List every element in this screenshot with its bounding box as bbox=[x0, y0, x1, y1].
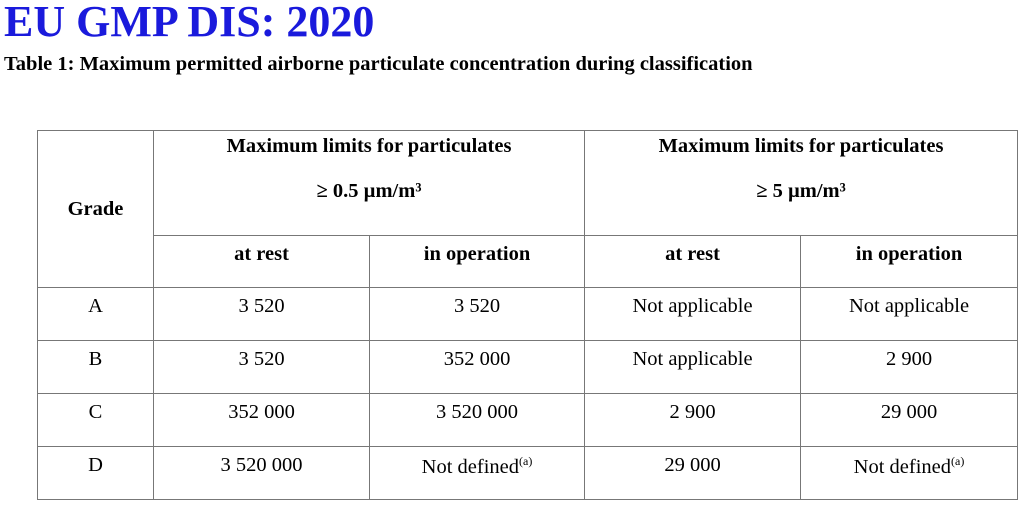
cell-text: 352 000 bbox=[443, 348, 511, 370]
subheader-row: at rest in operation at rest in operation bbox=[38, 235, 1018, 288]
data-cell: 3 520 000 bbox=[153, 446, 370, 500]
cell-text: Not applicable bbox=[632, 348, 753, 370]
footnote-ref: (a) bbox=[519, 454, 533, 468]
cell-text: 3 520 bbox=[238, 348, 285, 370]
group-size: ≥ 0.5 µm/m³ bbox=[316, 180, 422, 202]
data-cell: Not defined(a) bbox=[369, 446, 585, 500]
data-cell: 29 000 bbox=[584, 446, 801, 500]
data-cell: 3 520 000 bbox=[369, 393, 585, 447]
cell-text: 2 900 bbox=[669, 401, 716, 423]
subheader: in operation bbox=[855, 243, 963, 265]
subheader-cell: at rest bbox=[153, 235, 370, 288]
subheader-cell: in operation bbox=[369, 235, 585, 288]
subheader: at rest bbox=[234, 243, 289, 265]
data-cell: A bbox=[37, 287, 154, 341]
data-cell: 352 000 bbox=[153, 393, 370, 447]
cell-value: Not defined bbox=[853, 455, 952, 478]
cell-text: 3 520 000 bbox=[436, 401, 518, 423]
data-cell: 3 520 bbox=[153, 287, 370, 341]
data-cell: 352 000 bbox=[369, 340, 585, 394]
data-cell: Not defined(a) bbox=[800, 446, 1018, 500]
grade-header-cell: Grade bbox=[37, 130, 154, 288]
group-header-cell: Maximum limits for particulates ≥ 5 µm/m³ bbox=[584, 130, 1018, 236]
header-row: Grade Maximum limits for particulates ≥ 0.… bbox=[37, 130, 1018, 288]
cell-text: 2 900 bbox=[885, 348, 933, 370]
cell-value: Not defined bbox=[421, 455, 520, 478]
title: EU GMP DIS: 2020 bbox=[4, 0, 375, 46]
cell-text: 352 000 bbox=[228, 401, 295, 423]
subheader: at rest bbox=[665, 243, 720, 265]
subtitle: Table 1: Maximum permitted airborne part… bbox=[4, 53, 753, 75]
table: Grade Maximum limits for particulates ≥ 0.… bbox=[37, 130, 1018, 500]
group-header-cell: Maximum limits for particulates ≥ 0.5 µm/… bbox=[153, 130, 585, 236]
cell-text: Not defined(a) bbox=[801, 447, 1017, 479]
cell-text: 3 520 bbox=[453, 295, 501, 317]
cell-text: D bbox=[88, 454, 103, 476]
data-cell: Not applicable bbox=[584, 287, 801, 341]
data-cell: D bbox=[37, 446, 154, 500]
cell-text: Not applicable bbox=[848, 295, 970, 317]
cell-text: A bbox=[88, 295, 103, 317]
data-cell: Not applicable bbox=[800, 287, 1018, 341]
subheader-cell: at rest bbox=[584, 235, 801, 288]
cell-text: 3 520 bbox=[238, 295, 285, 317]
cell-text: Not applicable bbox=[632, 295, 753, 317]
data-cell: 2 900 bbox=[584, 393, 801, 447]
data-cell: 3 520 bbox=[369, 287, 585, 341]
data-row: C 352 000 3 520 000 2 900 29 000 bbox=[37, 393, 1018, 447]
group-label: Maximum limits for particulates bbox=[226, 135, 512, 157]
data-cell: B bbox=[37, 340, 154, 394]
subheader-cell: in operation bbox=[800, 235, 1018, 288]
data-row: B 3 520 352 000 Not applicable 2 900 bbox=[37, 340, 1018, 394]
data-cell: C bbox=[37, 393, 154, 447]
data-row: A 3 520 3 520 Not applicable Not applicable bbox=[37, 287, 1018, 341]
grade-header: Grade bbox=[67, 197, 124, 220]
group-size: ≥ 5 µm/m³ bbox=[756, 180, 846, 202]
data-cell: Not applicable bbox=[584, 340, 801, 394]
cell-text: C bbox=[88, 401, 103, 423]
cell-text: 29 000 bbox=[664, 454, 721, 476]
footnote-ref: (a) bbox=[951, 454, 965, 468]
cell-text: 3 520 000 bbox=[220, 454, 303, 476]
data-cell: 29 000 bbox=[800, 393, 1018, 447]
group-label: Maximum limits for particulates bbox=[658, 135, 944, 157]
cell-text: 29 000 bbox=[880, 401, 938, 423]
data-cell: 3 520 bbox=[153, 340, 370, 394]
data-cell: 2 900 bbox=[800, 340, 1018, 394]
cell-text: B bbox=[88, 348, 103, 370]
subheader: in operation bbox=[423, 243, 531, 265]
cell-text: Not defined(a) bbox=[370, 447, 584, 479]
